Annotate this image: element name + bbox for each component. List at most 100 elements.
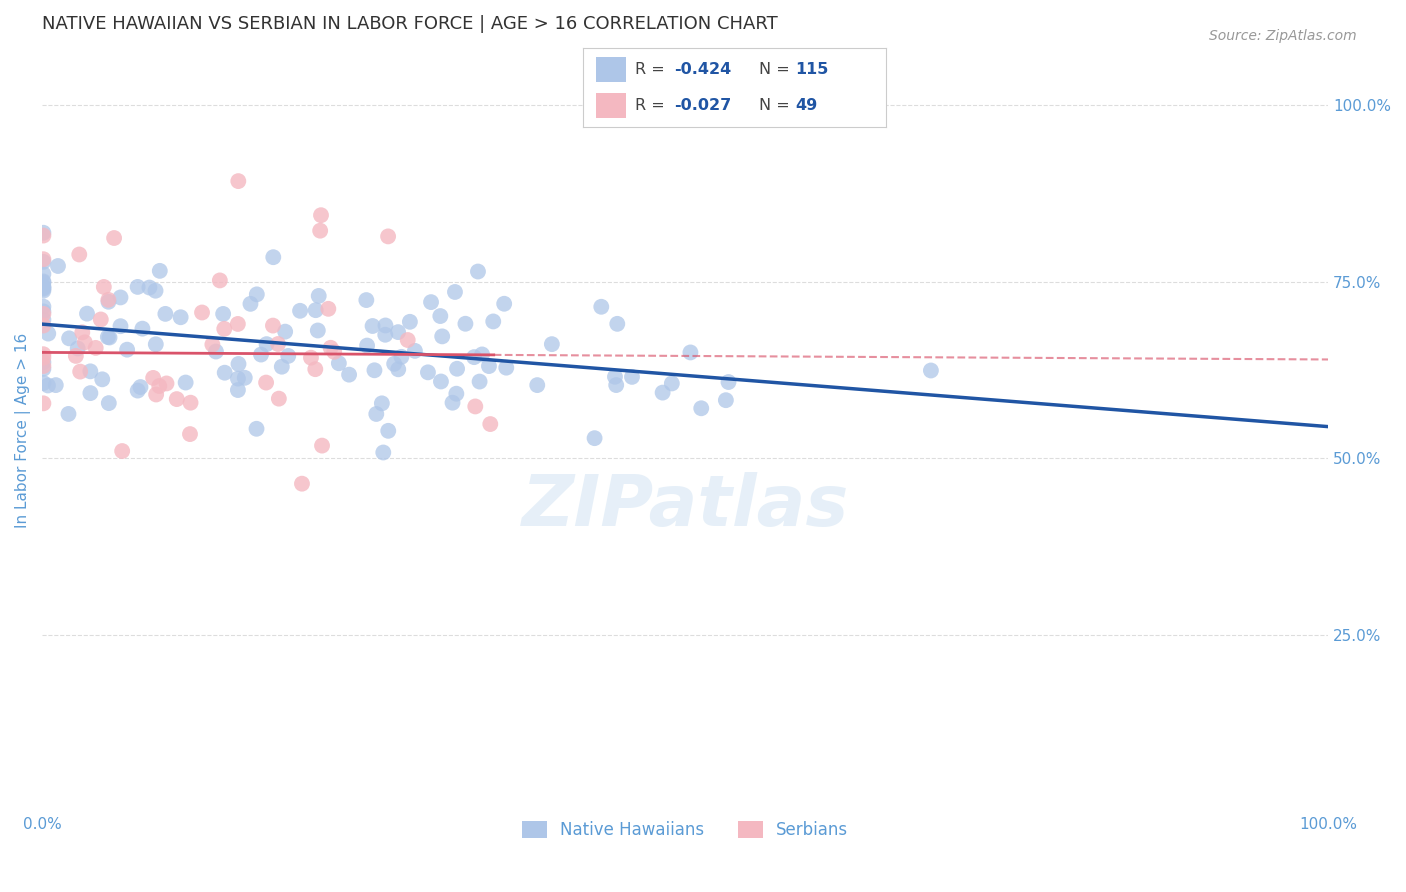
Point: [103, 231, 125, 245]
Point: [79, 364, 101, 378]
Text: -0.027: -0.027: [675, 98, 731, 113]
Point: [471, 347, 494, 361]
Point: [145, 337, 167, 351]
Point: [142, 371, 165, 385]
Point: [226, 383, 249, 397]
Point: [323, 344, 346, 359]
Point: [603, 369, 626, 384]
Point: [256, 337, 278, 351]
Point: [214, 366, 236, 380]
Point: [214, 322, 236, 336]
Point: [291, 476, 314, 491]
Point: [32, 307, 55, 321]
Point: [606, 317, 628, 331]
Point: [97, 396, 120, 410]
Point: [32, 275, 55, 289]
Bar: [596, 57, 626, 82]
Point: [328, 356, 350, 370]
Text: Source: ZipAtlas.com: Source: ZipAtlas.com: [1209, 29, 1357, 44]
Point: [432, 329, 454, 343]
Point: [32, 396, 55, 410]
Point: [356, 293, 378, 307]
Point: [90, 312, 112, 326]
Point: [267, 337, 290, 351]
Point: [32, 318, 55, 333]
Point: [420, 295, 443, 310]
Point: [246, 287, 269, 301]
Point: [37, 326, 59, 341]
Point: [371, 396, 394, 410]
Point: [262, 318, 284, 333]
Point: [717, 375, 740, 389]
Point: [309, 224, 332, 238]
Point: [32, 355, 55, 369]
Point: [32, 267, 55, 281]
Point: [387, 325, 409, 339]
Point: [79, 386, 101, 401]
Point: [76, 307, 98, 321]
Point: [37, 378, 59, 392]
Point: [32, 282, 55, 296]
Point: [110, 290, 132, 304]
Point: [404, 343, 426, 358]
Point: [149, 264, 172, 278]
Point: [396, 333, 419, 347]
Bar: [596, 93, 626, 118]
Point: [179, 427, 201, 442]
Point: [245, 422, 267, 436]
Point: [32, 255, 55, 269]
Point: [274, 325, 297, 339]
Point: [58, 407, 80, 421]
Point: [250, 347, 273, 361]
Point: [91, 372, 114, 386]
Point: [145, 284, 167, 298]
Point: [399, 315, 422, 329]
Point: [67, 247, 90, 261]
Point: [32, 312, 55, 326]
Text: NATIVE HAWAIIAN VS SERBIAN IN LABOR FORCE | AGE > 16 CORRELATION CHART: NATIVE HAWAIIAN VS SERBIAN IN LABOR FORC…: [42, 15, 778, 33]
Point: [377, 424, 399, 438]
Point: [127, 280, 149, 294]
Point: [208, 273, 231, 287]
Point: [226, 174, 249, 188]
Point: [166, 392, 188, 406]
Point: [416, 365, 439, 379]
Point: [307, 323, 329, 337]
Text: 115: 115: [796, 62, 828, 77]
Point: [72, 326, 94, 340]
Point: [32, 361, 55, 376]
Point: [32, 300, 55, 314]
Point: [387, 362, 409, 376]
Point: [478, 359, 501, 373]
Text: N =: N =: [759, 98, 794, 113]
Point: [267, 392, 290, 406]
Point: [366, 407, 388, 421]
Point: [356, 338, 378, 352]
Text: ZIPatlas: ZIPatlas: [522, 472, 849, 541]
Point: [651, 385, 673, 400]
Point: [226, 317, 249, 331]
Point: [110, 319, 132, 334]
Text: R =: R =: [636, 98, 669, 113]
Point: [309, 208, 332, 222]
Point: [32, 376, 55, 390]
Point: [32, 281, 55, 295]
Point: [661, 376, 683, 391]
Point: [374, 327, 396, 342]
Point: [174, 376, 197, 390]
Point: [270, 359, 292, 374]
Point: [32, 226, 55, 240]
Point: [180, 395, 202, 409]
Point: [605, 378, 627, 392]
Point: [482, 314, 505, 328]
Point: [212, 307, 235, 321]
Point: [373, 445, 395, 459]
Text: R =: R =: [636, 62, 669, 77]
Point: [526, 378, 548, 392]
Point: [288, 303, 311, 318]
Point: [239, 297, 262, 311]
Point: [228, 357, 250, 371]
Point: [430, 375, 453, 389]
Point: [441, 395, 464, 409]
Point: [97, 330, 120, 344]
